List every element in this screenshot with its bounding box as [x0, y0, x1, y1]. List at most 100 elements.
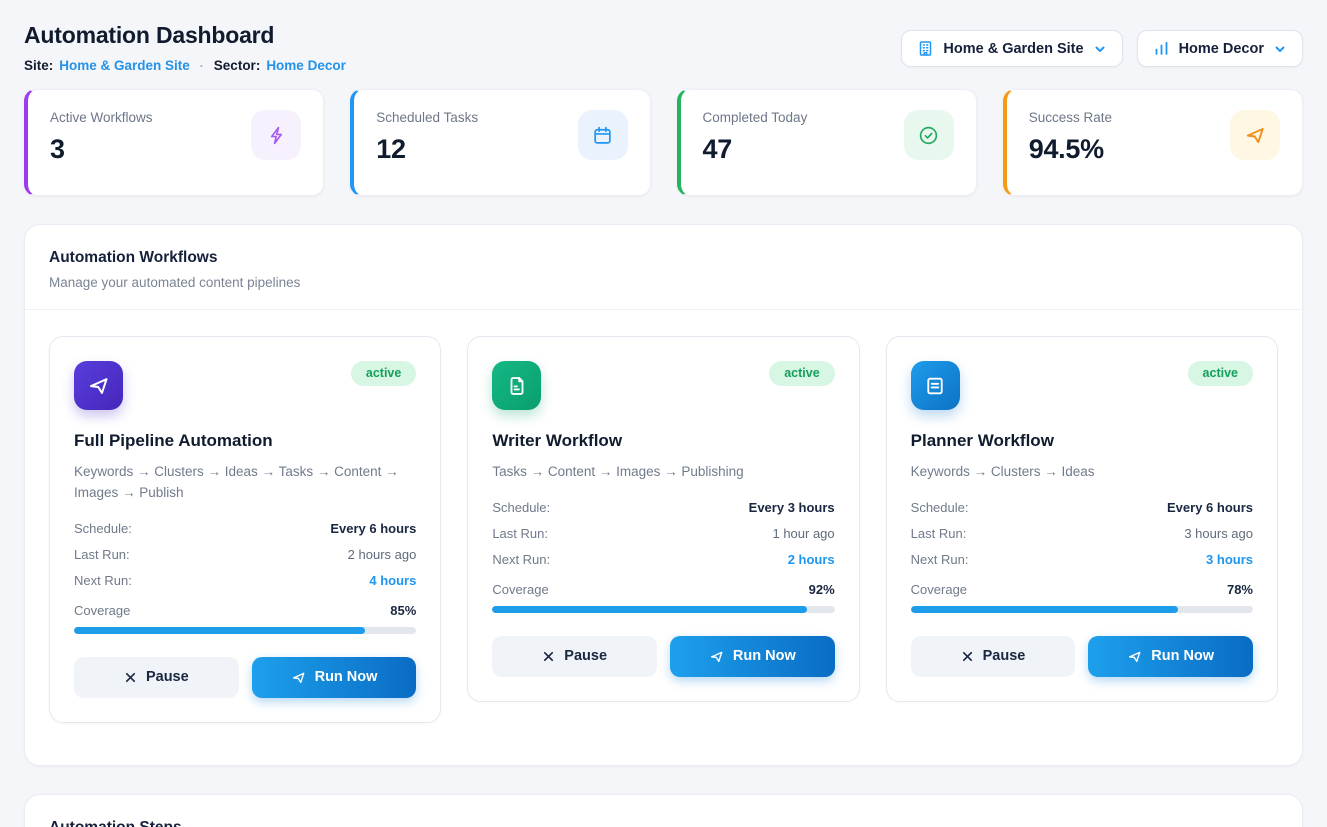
workflow-card-full-pipeline: active Full Pipeline Automation Keywords… [49, 336, 442, 723]
site-link[interactable]: Home & Garden Site [59, 58, 190, 73]
check-circle-icon [903, 110, 954, 160]
last-run-row: Last Run: 3 hours ago [911, 526, 1253, 541]
send-icon [74, 361, 123, 410]
workflow-pipeline: Tasks → Content → Images → Publishing [492, 464, 744, 479]
pause-button[interactable]: Pause [492, 635, 657, 677]
coverage-value: 92% [808, 581, 835, 597]
site-label: Site: [24, 58, 54, 73]
workflow-actions: Pause Run Now [74, 656, 417, 698]
page-header: Automation Dashboard Site: Home & Garden… [24, 22, 1303, 73]
workflow-actions: Pause Run Now [492, 635, 835, 677]
site-selector-label: Home & Garden Site [943, 40, 1084, 57]
stat-label: Scheduled Tasks [376, 110, 479, 125]
last-run-row: Last Run: 2 hours ago [74, 547, 416, 562]
workflow-card-top: active [910, 361, 1253, 410]
coverage-label: Coverage [910, 581, 968, 597]
coverage-progress-track [910, 605, 1253, 613]
workflow-title: Full Pipeline Automation [74, 431, 273, 450]
sector-label: Sector: [213, 58, 261, 73]
stat-label: Success Rate [1028, 110, 1113, 125]
run-now-button[interactable]: Run Now [251, 656, 417, 698]
next-run-value: 4 hours [369, 572, 417, 588]
stat-value: 12 [376, 134, 406, 164]
run-now-label: Run Now [314, 669, 378, 686]
status-badge: active [350, 361, 417, 386]
schedule-value: Every 3 hours [748, 499, 835, 515]
lightning-icon [251, 110, 302, 160]
sector-selector-button[interactable]: Home Decor [1136, 30, 1303, 67]
run-now-button[interactable]: Run Now [1088, 635, 1253, 677]
workflow-card-writer: active Writer Workflow Tasks → Content →… [467, 336, 860, 702]
stat-label: Completed Today [702, 110, 808, 125]
page-title: Automation Dashboard [24, 22, 275, 48]
pause-button[interactable]: Pause [910, 635, 1076, 677]
workflow-card-planner: active Planner Workflow Keywords → Clust… [885, 336, 1278, 702]
workflows-panel: Automation Workflows Manage your automat… [24, 224, 1303, 766]
sector-selector-label: Home Decor [1178, 40, 1264, 57]
workflows-subtitle: Manage your automated content pipelines [49, 275, 301, 290]
schedule-label: Schedule: [910, 499, 969, 515]
send-icon [291, 670, 306, 685]
stat-label: Active Workflows [50, 110, 153, 125]
document-lines-icon [910, 361, 960, 410]
coverage-value: 85% [390, 602, 417, 618]
next-run-row: Next Run: 3 hours [911, 552, 1253, 567]
coverage-progress-fill [74, 626, 365, 634]
chevron-down-icon [1093, 42, 1107, 56]
stat-value: 3 [50, 134, 65, 164]
status-badge: active [769, 361, 835, 386]
workflow-meta: Schedule: Every 6 hours Last Run: 3 hour… [911, 500, 1253, 567]
workflow-cards-grid: active Full Pipeline Automation Keywords… [25, 310, 1302, 765]
pause-label: Pause [982, 648, 1026, 665]
close-icon [542, 650, 555, 663]
send-icon [1127, 649, 1142, 664]
last-run-label: Last Run: [910, 525, 967, 541]
send-icon [709, 649, 724, 664]
coverage-progress-fill [910, 605, 1178, 613]
steps-title: Automation Steps [49, 819, 1278, 827]
coverage-row: Coverage 92% [492, 582, 834, 597]
run-now-label: Run Now [732, 648, 796, 665]
coverage-label: Coverage [492, 581, 549, 597]
last-run-label: Last Run: [74, 546, 130, 562]
workflow-title: Planner Workflow [910, 431, 1054, 450]
stat-text: Success Rate 94.5% [1029, 110, 1112, 165]
close-icon [961, 650, 974, 663]
coverage-progress-track [492, 605, 835, 613]
stats-row: Active Workflows 3 Scheduled Tasks 12 [24, 89, 1303, 196]
file-edit-icon [492, 361, 542, 410]
next-run-label: Next Run: [492, 551, 551, 567]
next-run-label: Next Run: [74, 572, 132, 588]
separator-dot: · [199, 58, 204, 73]
status-badge: active [1187, 361, 1253, 386]
stat-card-active-workflows: Active Workflows 3 [24, 89, 325, 196]
stat-text: Scheduled Tasks 12 [376, 110, 478, 165]
workflows-title: Automation Workflows [49, 249, 218, 266]
coverage-row: Coverage 85% [74, 603, 416, 618]
workflow-title: Writer Workflow [492, 431, 623, 450]
last-run-value: 2 hours ago [347, 546, 417, 562]
site-selector-button[interactable]: Home & Garden Site [901, 30, 1123, 67]
header-selectors: Home & Garden Site Home Decor [901, 30, 1303, 67]
next-run-row: Next Run: 4 hours [74, 573, 416, 588]
run-now-button[interactable]: Run Now [670, 635, 835, 677]
pause-label: Pause [145, 669, 189, 686]
schedule-label: Schedule: [492, 499, 551, 515]
pause-button[interactable]: Pause [74, 656, 239, 698]
workflow-card-top: active [74, 361, 417, 410]
bar-chart-icon [1153, 40, 1170, 57]
header-titles: Automation Dashboard Site: Home & Garden… [24, 22, 346, 73]
sector-link[interactable]: Home Decor [266, 58, 346, 73]
workflow-actions: Pause Run Now [910, 635, 1253, 677]
workflow-meta: Schedule: Every 3 hours Last Run: 1 hour… [492, 500, 834, 567]
calendar-icon [577, 110, 628, 160]
stat-card-completed-today: Completed Today 47 [676, 89, 977, 196]
schedule-value: Every 6 hours [1167, 499, 1253, 515]
last-run-value: 1 hour ago [772, 525, 835, 541]
steps-panel: Automation Steps Configure which steps a… [24, 793, 1303, 827]
schedule-label: Schedule: [74, 520, 132, 536]
workflows-panel-header: Automation Workflows Manage your automat… [25, 225, 1302, 310]
building-icon [917, 40, 934, 57]
stat-value: 47 [702, 134, 733, 164]
